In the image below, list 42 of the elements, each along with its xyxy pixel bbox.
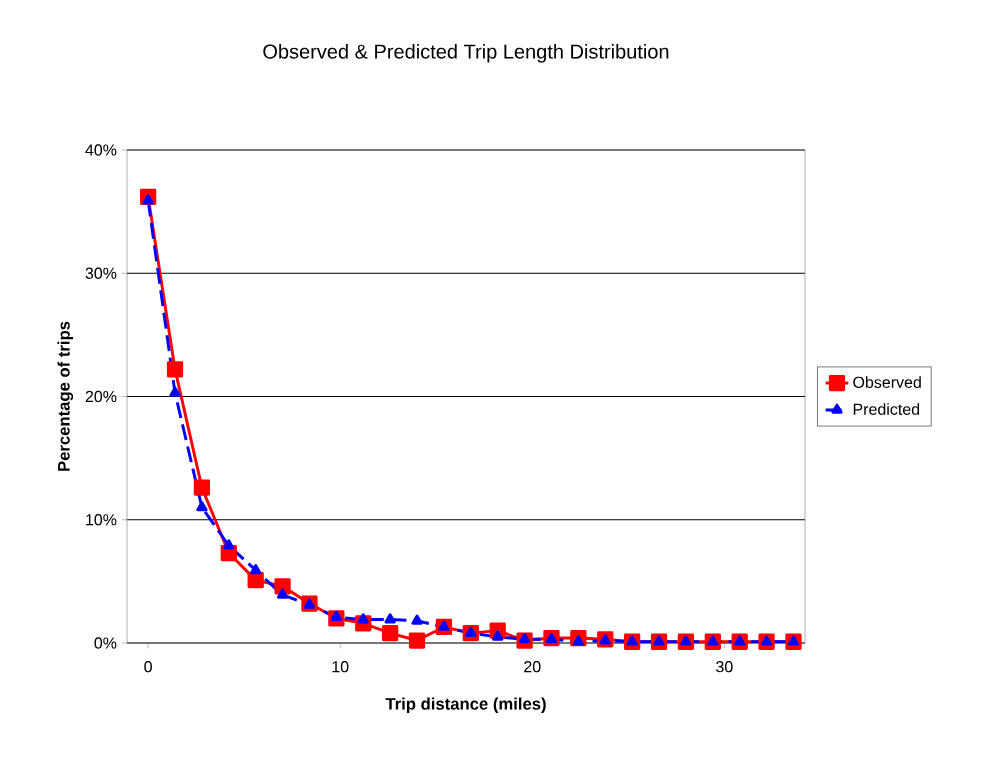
point — [330, 610, 342, 621]
x-axis-title: Trip distance (miles) — [385, 697, 546, 714]
y-axis-title: Percentage of trips — [57, 321, 74, 471]
point — [166, 361, 184, 378]
point — [276, 588, 289, 599]
y-tick-label: 20% — [85, 390, 117, 403]
y-tick-label: 30% — [85, 267, 117, 279]
point — [223, 539, 235, 550]
point — [492, 630, 504, 641]
legend-label: Predicted — [853, 403, 920, 415]
point — [760, 635, 773, 646]
point — [545, 633, 558, 644]
y-tick-label: 40% — [85, 144, 117, 156]
point — [408, 632, 426, 649]
point — [411, 614, 423, 625]
y-tick-label: 0% — [94, 637, 117, 649]
point — [142, 194, 154, 205]
point — [250, 564, 262, 575]
point — [680, 635, 692, 646]
x-tick-label: 0 — [144, 661, 152, 673]
chart-title: Observed & Predicted Trip Length Distribution — [263, 43, 669, 63]
point — [193, 479, 211, 496]
point — [382, 624, 399, 642]
y-tick-label: 10% — [86, 514, 117, 526]
point — [438, 620, 450, 631]
point — [196, 501, 208, 512]
point — [465, 626, 477, 637]
point — [518, 633, 531, 644]
point — [572, 635, 584, 646]
point — [247, 571, 264, 589]
point — [357, 613, 369, 624]
point — [653, 635, 665, 646]
x-tick-label: 30 — [716, 661, 733, 673]
point — [787, 635, 800, 646]
point — [707, 635, 719, 646]
point — [626, 635, 638, 646]
point — [734, 635, 746, 646]
legend-label: Observed — [853, 376, 921, 388]
x-tick-label: 10 — [332, 661, 349, 673]
point — [384, 613, 396, 624]
point — [169, 386, 181, 397]
x-tick-label: 20 — [524, 661, 541, 673]
